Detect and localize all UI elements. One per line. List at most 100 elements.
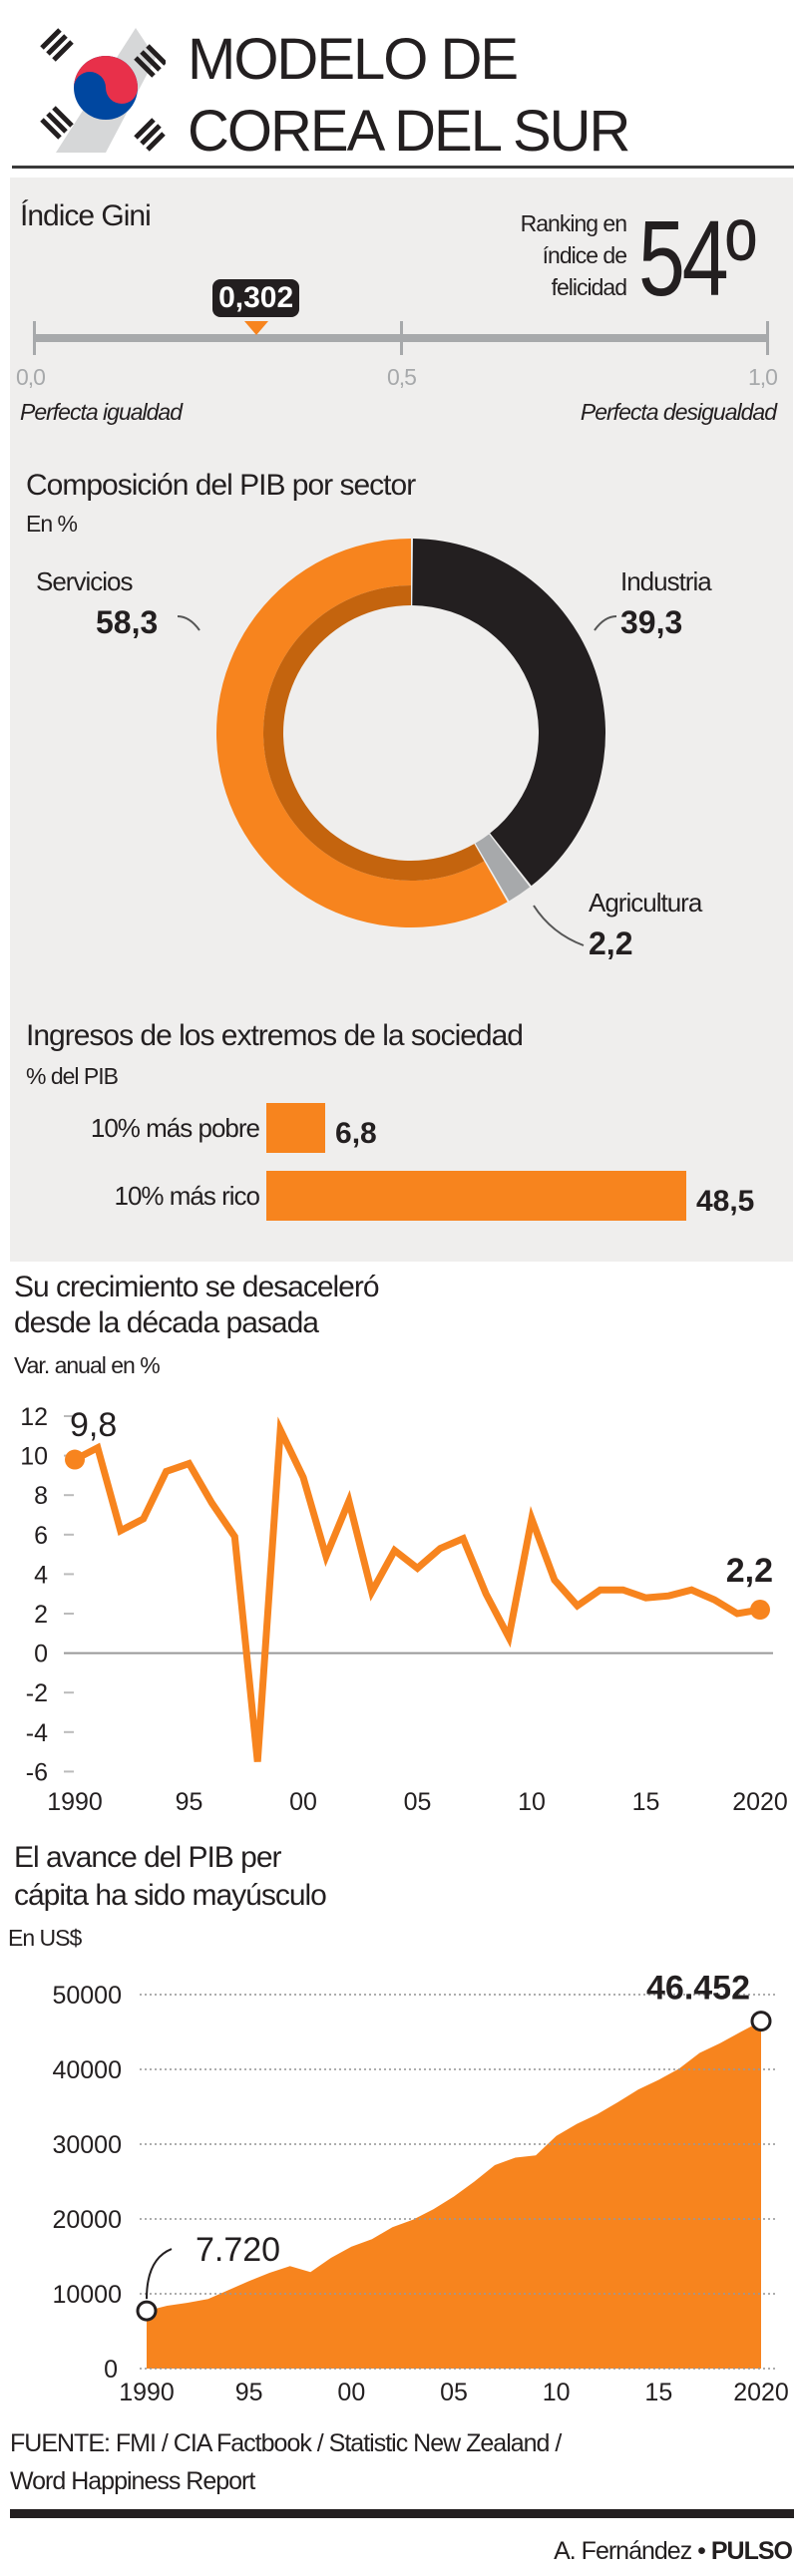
- happiness-label-line3: felicidad: [551, 274, 627, 300]
- bar-subtitle: % del PIB: [26, 1063, 119, 1089]
- author: A. Fernández: [554, 2537, 692, 2565]
- pie-title: Composición del PIB por sector: [26, 469, 416, 502]
- annotation-last: 46.452: [646, 1970, 750, 2008]
- bar-value-rich: 48,5: [695, 1185, 755, 1218]
- credit: A. Fernández • PULSO: [554, 2537, 793, 2566]
- area-title-line1: El avance del PIB per: [14, 1841, 282, 1874]
- y-tick-label: 30000: [52, 2131, 122, 2159]
- gini-tick-label-1: 1,0: [748, 364, 778, 390]
- y-tick-label: 2: [34, 1601, 48, 1629]
- end-point: [750, 2011, 772, 2032]
- pie-slice-industria: [412, 539, 605, 887]
- x-tick-label: 00: [289, 1788, 317, 1816]
- pie-slice-agricultura: [475, 834, 531, 902]
- leader-line-industria: [594, 615, 617, 631]
- x-tick-label: 1990: [47, 1788, 103, 1816]
- annotation-first: 9,8: [70, 1406, 117, 1444]
- bar-value-poor: 6,8: [335, 1117, 377, 1150]
- y-tick-label: -4: [26, 1719, 48, 1747]
- y-tick-label: -6: [26, 1758, 48, 1786]
- header-divider: [12, 166, 794, 169]
- area-ylabel: En US$: [8, 1925, 82, 1951]
- gini-tick-0: [33, 321, 36, 355]
- pie-slice-servicios: [216, 539, 508, 927]
- page-title-line1: MODELO DE: [188, 27, 519, 92]
- gini-tick-1: [766, 321, 769, 355]
- x-tick-label: 2020: [733, 2379, 789, 2406]
- y-tick-label: 6: [34, 1522, 48, 1550]
- x-tick-label: 15: [644, 2379, 672, 2406]
- y-tick-label: 0: [34, 1641, 48, 1668]
- y-tick-label: 4: [34, 1561, 48, 1589]
- pie-chart: [177, 539, 617, 946]
- info-panel: [10, 178, 793, 1262]
- happiness-label: Ranking en índice de felicidad: [520, 207, 627, 303]
- pie-label-agricultura: Agricultura: [589, 888, 702, 918]
- leader-line-first: [146, 2248, 173, 2300]
- footer-divider: [10, 2509, 794, 2518]
- gini-right-label: Perfecta desigualdad: [580, 399, 777, 425]
- start-point: [136, 2300, 158, 2322]
- gini-marker: [243, 321, 268, 335]
- outlet: PULSO: [710, 2537, 793, 2565]
- y-tick-label: 20000: [52, 2206, 122, 2234]
- x-tick-label: 2020: [732, 1788, 788, 1816]
- annotation-last: 2,2: [726, 1552, 773, 1590]
- y-tick-label: 10: [20, 1443, 48, 1471]
- y-tick-label: 0: [104, 2356, 118, 2384]
- source-line2: Word Happiness Report: [10, 2467, 255, 2495]
- gini-value-badge: 0,302: [212, 279, 300, 317]
- bar-title: Ingresos de los extremos de la sociedad: [26, 1019, 524, 1052]
- y-tick-label: 40000: [52, 2056, 122, 2084]
- x-tick-label: 95: [176, 1788, 203, 1816]
- pie-slice-servicios-inner: [262, 585, 485, 881]
- x-tick-label: 1990: [119, 2379, 175, 2406]
- gini-left-label: Perfecta igualdad: [20, 399, 183, 425]
- pie-value-servicios: 58,3: [96, 604, 159, 640]
- bar-poor: [266, 1103, 326, 1153]
- bar-rich: [266, 1171, 686, 1221]
- growth-line: [73, 1416, 761, 1762]
- gdp-area: [147, 2021, 761, 2369]
- y-tick-label: 50000: [52, 1982, 122, 2010]
- south-korea-flag-icon: [40, 28, 166, 153]
- pie-value-industria: 39,3: [620, 604, 683, 640]
- area-title-line2: cápita ha sido mayúsculo: [14, 1879, 327, 1912]
- page-title-line2: COREA DEL SUR: [188, 99, 630, 164]
- x-tick-label: 00: [337, 2379, 365, 2406]
- bar-label-poor: 10% más pobre: [90, 1113, 260, 1143]
- y-tick-label: 10000: [52, 2281, 122, 2309]
- gini-tick-label-0: 0,0: [16, 364, 46, 390]
- source-line1: FUENTE: FMI / CIA Factbook / Statistic N…: [10, 2429, 562, 2457]
- leader-line-servicios: [177, 615, 200, 631]
- x-tick-label: 15: [632, 1788, 660, 1816]
- pie-value-agricultura: 2,2: [589, 925, 633, 961]
- happiness-rank: 54º: [638, 197, 756, 318]
- y-tick-label: 8: [34, 1482, 48, 1510]
- happiness-label-line1: Ranking en: [520, 210, 627, 236]
- line-title-line2: desde la década pasada: [14, 1306, 319, 1339]
- happiness-label-line2: índice de: [542, 242, 627, 268]
- gini-tick-05: [400, 321, 403, 355]
- line-ylabel: Var. anual en %: [14, 1352, 161, 1378]
- gini-tick-label-05: 0,5: [387, 364, 417, 390]
- y-tick-label: -2: [26, 1679, 48, 1707]
- x-tick-label: 95: [235, 2379, 263, 2406]
- start-point: [65, 1449, 85, 1470]
- x-tick-label: 10: [543, 2379, 571, 2406]
- gini-title: Índice Gini: [20, 199, 152, 232]
- end-point: [750, 1600, 770, 1621]
- credit-separator: •: [697, 2537, 706, 2565]
- y-tick-label: 12: [20, 1403, 48, 1431]
- pie-label-servicios: Servicios: [36, 566, 133, 596]
- annotation-first: 7.720: [196, 2231, 280, 2269]
- line-title-line1: Su crecimiento se desaceleró: [14, 1271, 380, 1303]
- x-tick-label: 10: [518, 1788, 546, 1816]
- bar-label-rich: 10% más rico: [114, 1181, 260, 1211]
- leader-line-agricultura: [533, 905, 585, 946]
- pie-subtitle: En %: [26, 511, 78, 537]
- pie-label-industria: Industria: [620, 566, 712, 596]
- x-tick-label: 05: [440, 2379, 468, 2406]
